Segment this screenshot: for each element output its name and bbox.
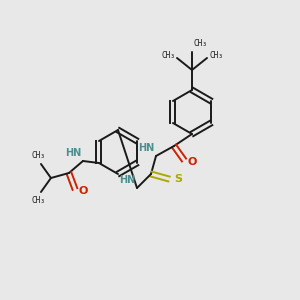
Text: O: O [79,186,88,196]
Text: CH₃: CH₃ [194,39,208,48]
Text: S: S [174,174,182,184]
Text: HN: HN [65,148,81,158]
Text: HN: HN [138,143,154,153]
Text: CH₃: CH₃ [31,196,45,205]
Text: CH₃: CH₃ [31,151,45,160]
Text: CH₃: CH₃ [161,52,175,61]
Text: CH₃: CH₃ [209,52,223,61]
Text: HN: HN [119,175,135,185]
Text: O: O [188,157,197,167]
